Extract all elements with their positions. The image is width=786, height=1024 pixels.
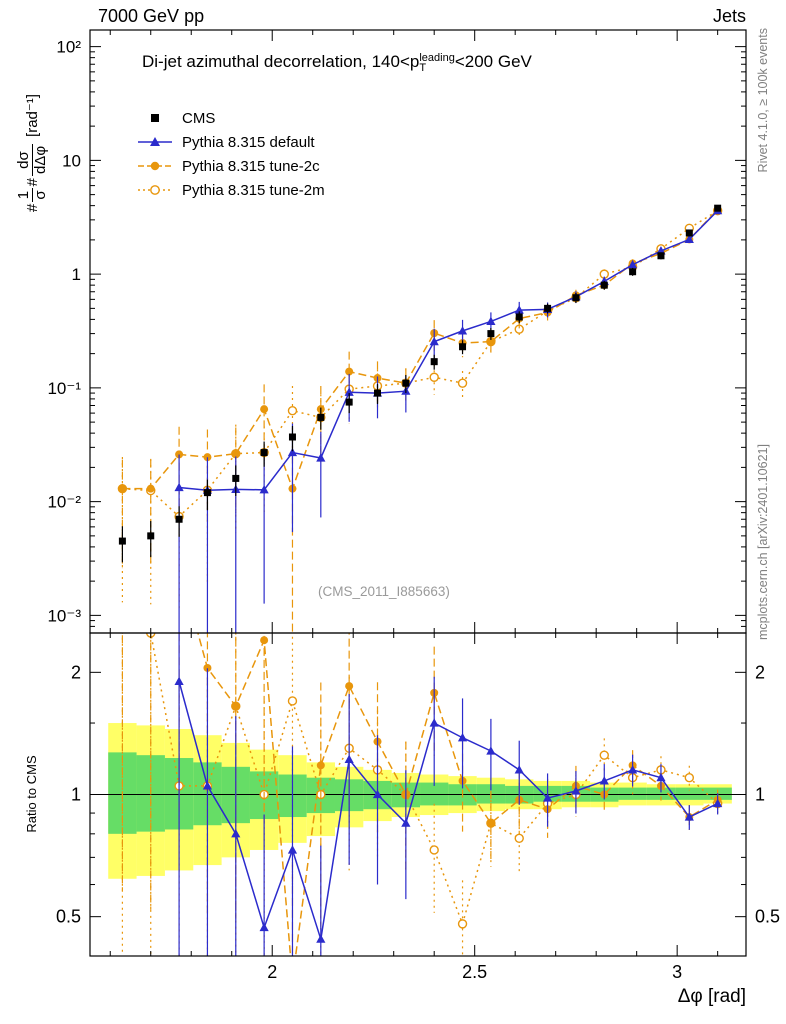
beam-energy-label: 7000 GeV pp xyxy=(98,6,205,26)
ylabel-frac-dsigma-dphi: dσ dΔφ xyxy=(14,143,49,177)
triangle-line-marker-icon xyxy=(138,137,172,146)
pt-sub-sup: leading T xyxy=(419,51,455,74)
dashed-circle-marker-icon xyxy=(138,161,172,171)
svg-text:10⁻²: 10⁻² xyxy=(47,493,81,512)
svg-text:2: 2 xyxy=(267,962,277,982)
legend-item-pythia-tune-2m: Pythia 8.315 tune-2m xyxy=(138,178,325,202)
ylabel-unit: [rad⁻¹] xyxy=(24,94,41,137)
plot-title-pre: Di-jet azimuthal decorrelation, 140<p xyxy=(142,52,420,71)
svg-text:1: 1 xyxy=(755,785,765,805)
plot-title-sup: leading xyxy=(419,51,455,64)
svg-text:0.5: 0.5 xyxy=(755,907,780,927)
svg-text:1: 1 xyxy=(72,265,81,284)
legend-item-pythia-tune-2c: Pythia 8.315 tune-2c xyxy=(138,154,325,178)
svg-text:0.5: 0.5 xyxy=(56,907,81,927)
plot-title-sub: T xyxy=(419,62,427,74)
ylabel-hash-1: # xyxy=(23,203,41,212)
y-axis-label-main: #1 σ # dσ dΔφ [rad⁻¹] xyxy=(6,30,58,276)
svg-text:3: 3 xyxy=(672,962,682,982)
svg-text:2: 2 xyxy=(755,662,765,682)
svg-text:10²: 10² xyxy=(56,38,81,57)
legend-label-pythia-default: Pythia 8.315 default xyxy=(182,133,315,151)
dotted-open-circle-marker-icon xyxy=(138,185,172,195)
ratio-axis-label: Ratio to CMS xyxy=(24,755,39,833)
x-axis-label: Δφ [rad] xyxy=(677,986,746,1007)
plot-title-post: <200 GeV xyxy=(454,52,532,71)
analysis-group-label: Jets xyxy=(712,6,746,26)
svg-text:10: 10 xyxy=(62,151,81,170)
legend-label-cms: CMS xyxy=(182,109,216,127)
svg-text:2.5: 2.5 xyxy=(462,962,487,982)
legend-item-cms: CMS xyxy=(138,106,325,130)
svg-text:1: 1 xyxy=(71,785,81,805)
legend: CMS Pythia 8.315 default Pythia 8.315 tu… xyxy=(138,106,325,202)
rivet-version-label: Rivet 4.1.0, ≥ 100k events xyxy=(756,28,770,173)
cms-square-marker-icon xyxy=(151,114,159,122)
watermark-analysis-id: (CMS_2011_I885663) xyxy=(318,584,450,599)
mcplots-citation-label: mcplots.cern.ch [arXiv:2401.10621] xyxy=(756,444,770,640)
svg-text:10⁻¹: 10⁻¹ xyxy=(47,379,81,398)
legend-label-pythia-tune-2c: Pythia 8.315 tune-2c xyxy=(182,157,320,175)
svg-text:2: 2 xyxy=(71,662,81,682)
ylabel-hash-2: # xyxy=(23,178,41,187)
svg-text:10⁻³: 10⁻³ xyxy=(47,606,81,625)
plot-title: Di-jet azimuthal decorrelation, 140<p lea… xyxy=(142,51,532,74)
legend-item-pythia-default: Pythia 8.315 default xyxy=(138,130,325,154)
legend-label-pythia-tune-2m: Pythia 8.315 tune-2m xyxy=(182,181,325,199)
